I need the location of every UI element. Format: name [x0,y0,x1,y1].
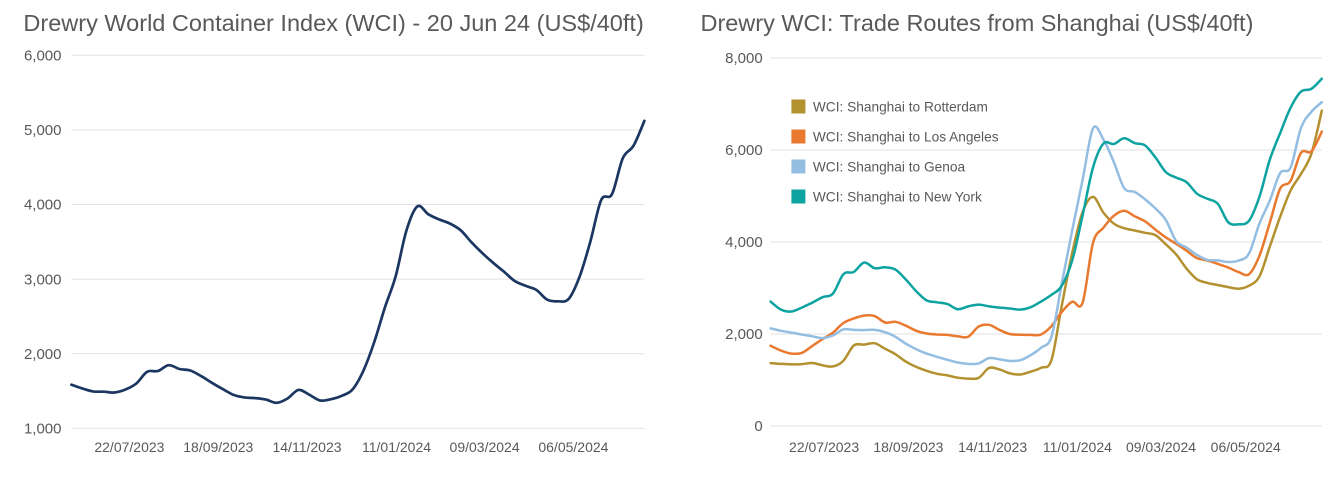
svg-text:5,000: 5,000 [24,122,62,139]
svg-text:WCI: Shanghai to Los Angeles: WCI: Shanghai to Los Angeles [813,129,999,144]
svg-text:4,000: 4,000 [24,197,62,214]
svg-text:06/05/2024: 06/05/2024 [538,439,608,455]
svg-text:8,000: 8,000 [725,50,763,67]
svg-text:WCI: Shanghai to Genoa: WCI: Shanghai to Genoa [813,159,966,174]
svg-text:14/11/2023: 14/11/2023 [272,439,341,455]
svg-text:2,000: 2,000 [24,346,62,363]
svg-text:1,000: 1,000 [24,421,62,438]
svg-text:09/03/2024: 09/03/2024 [450,439,520,455]
svg-text:09/03/2024: 09/03/2024 [1126,439,1196,455]
svg-text:6,000: 6,000 [24,48,62,65]
svg-text:14/11/2023: 14/11/2023 [958,439,1027,455]
svg-text:WCI: Shanghai to New York: WCI: Shanghai to New York [813,189,982,204]
svg-text:18/09/2023: 18/09/2023 [873,439,943,455]
svg-text:4,000: 4,000 [725,234,763,251]
svg-text:11/01/2024: 11/01/2024 [362,439,431,455]
svg-text:Drewry World Container Index (: Drewry World Container Index (WCI) - 20 … [23,10,643,36]
svg-text:3,000: 3,000 [24,271,62,288]
svg-text:0: 0 [754,418,762,435]
svg-text:22/07/2023: 22/07/2023 [789,439,859,455]
svg-text:06/05/2024: 06/05/2024 [1211,439,1281,455]
svg-text:6,000: 6,000 [725,142,763,159]
svg-text:WCI: Shanghai to Rotterdam: WCI: Shanghai to Rotterdam [813,99,988,114]
svg-text:22/07/2023: 22/07/2023 [94,439,164,455]
svg-text:18/09/2023: 18/09/2023 [183,439,253,455]
svg-text:11/01/2024: 11/01/2024 [1043,439,1112,455]
svg-text:2,000: 2,000 [725,326,763,343]
svg-text:Drewry WCI: Trade Routes from: Drewry WCI: Trade Routes from Shanghai (… [701,10,1254,36]
